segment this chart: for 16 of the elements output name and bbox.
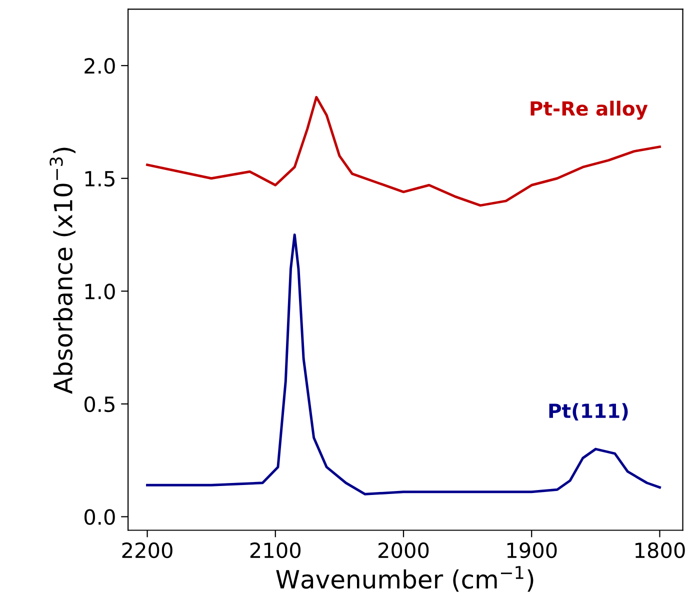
- series-label: Pt-Re alloy: [530, 100, 648, 120]
- y-tick-label: 1.0: [85, 284, 115, 300]
- y-tick-label: 1.5: [85, 171, 114, 187]
- x-tick-label: 1800: [635, 542, 685, 558]
- y-tick-label: 2.0: [84, 58, 115, 74]
- series-label: Pt(111): [549, 403, 628, 420]
- x-tick-label: 2000: [378, 542, 429, 558]
- y-tick-label: 0.0: [84, 509, 115, 525]
- line-series: [146, 234, 661, 496]
- x-axis-title: Wavenumber (cm$^{−1}$): [276, 566, 534, 592]
- line-series: [146, 96, 661, 207]
- x-tick-label: 2200: [122, 542, 172, 558]
- y-axis-title: Absorbance (x10$^{−3}$): [50, 148, 76, 394]
- x-tick-label: 2100: [250, 542, 301, 558]
- y-tick-label: 0.5: [84, 396, 114, 412]
- x-tick-label: 1900: [507, 542, 557, 558]
